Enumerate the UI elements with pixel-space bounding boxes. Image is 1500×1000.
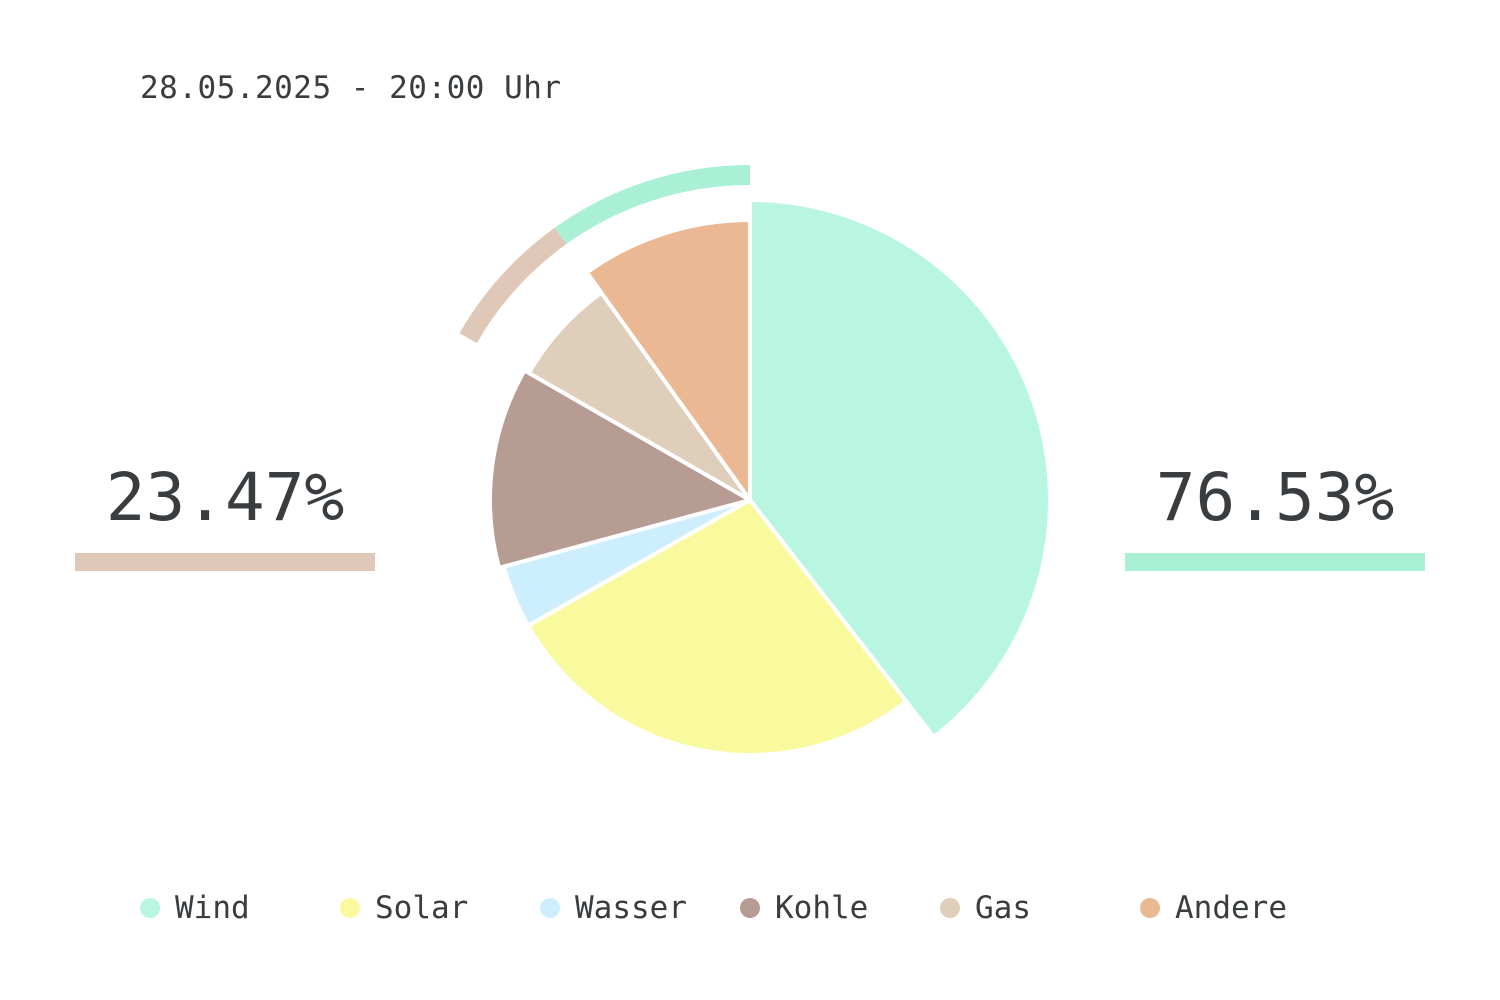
legend-item-wasser: Wasser xyxy=(540,890,687,926)
legend-dot xyxy=(1140,898,1160,918)
pie-slice-andere xyxy=(584,218,752,502)
pie-slice-wind xyxy=(748,198,1052,740)
legend-dot xyxy=(540,898,560,918)
right-stat-bar xyxy=(1125,553,1425,571)
legend-item-andere: Andere xyxy=(1140,890,1287,926)
outer-ring-andere xyxy=(554,165,751,245)
pie-slice-gas xyxy=(526,290,752,502)
legend-label: Solar xyxy=(375,890,469,926)
legend-item-gas: Gas xyxy=(940,890,1031,926)
legend-dot xyxy=(140,898,160,918)
right-stat: 76.53% xyxy=(1125,458,1425,571)
legend-label: Kohle xyxy=(775,890,869,926)
legend-dot xyxy=(740,898,760,918)
pie-slice-solar xyxy=(526,498,909,757)
outer-ring-gas xyxy=(459,227,567,344)
legend-label: Gas xyxy=(975,890,1031,926)
legend-dot xyxy=(340,898,360,918)
legend-label: Wasser xyxy=(575,890,687,926)
legend-dot xyxy=(940,898,960,918)
left-stat: 23.47% xyxy=(75,458,375,571)
pie-outer-ring xyxy=(459,165,751,344)
pie-slices xyxy=(488,198,1052,757)
left-stat-value: 23.47% xyxy=(105,459,345,536)
legend-label: Wind xyxy=(175,890,250,926)
legend-item-solar: Solar xyxy=(340,890,468,926)
legend-item-kohle: Kohle xyxy=(740,890,868,926)
legend-item-wind: Wind xyxy=(140,890,250,926)
legend-label: Andere xyxy=(1175,890,1287,926)
right-stat-value: 76.53% xyxy=(1155,459,1395,536)
left-stat-bar xyxy=(75,553,375,571)
pie-slice-kohle xyxy=(488,368,752,570)
chart-timestamp: 28.05.2025 - 20:00 Uhr xyxy=(140,70,562,106)
